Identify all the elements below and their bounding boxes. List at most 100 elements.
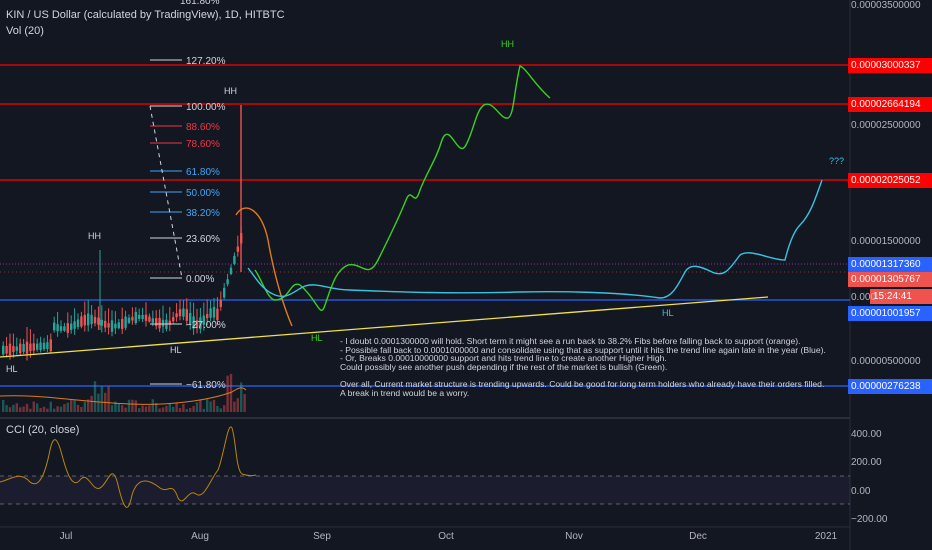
- volume-bar: [131, 399, 134, 412]
- volume-bar: [199, 400, 202, 412]
- candle-body: [12, 346, 15, 353]
- volume-bar: [127, 399, 131, 412]
- fib-label-4: 61.80%: [186, 167, 220, 178]
- candle-body: [172, 317, 175, 322]
- candle-body: [148, 316, 151, 322]
- candle-body: [189, 313, 192, 325]
- cci-tick-0: 400.00: [851, 429, 882, 440]
- analysis-note: - I doubt 0.0001300000 will hold. Short …: [340, 336, 826, 398]
- volume-bar: [63, 404, 66, 412]
- fib-label-1: 100.00%: [186, 102, 226, 113]
- volume-bar: [229, 373, 233, 412]
- time-tick-2: Sep: [313, 531, 331, 542]
- path-orange: [235, 207, 293, 327]
- volume-bar: [12, 404, 15, 412]
- candle-body: [97, 317, 100, 325]
- time-tick-4: Nov: [565, 531, 583, 542]
- candle-body: [192, 316, 195, 329]
- candle-body: [236, 246, 239, 252]
- annotation-question: ???: [829, 156, 844, 166]
- volume-bar: [2, 399, 5, 412]
- price-label-4: 0.00001305767: [848, 272, 932, 287]
- volume-bar: [25, 403, 29, 412]
- candle-body: [2, 345, 5, 355]
- candle-body: [134, 311, 137, 323]
- price-label-3: 0.00001317360: [848, 257, 932, 272]
- annotation-hl-4: HL: [662, 308, 674, 318]
- volume-bar: [121, 405, 124, 412]
- volume-bar: [165, 405, 168, 412]
- annotation-hl-1: HL: [6, 364, 18, 374]
- volume-bar: [144, 406, 148, 412]
- volume-bar: [172, 406, 175, 412]
- candle-body: [114, 323, 117, 329]
- candle-body: [15, 346, 18, 351]
- volume-bar: [240, 382, 243, 412]
- candle-body: [87, 313, 90, 326]
- candle-body: [127, 317, 131, 323]
- candle-body: [22, 344, 25, 352]
- annotation-hh-1: HH: [88, 231, 101, 241]
- volume-ma: [0, 387, 247, 405]
- candle-body: [117, 322, 120, 329]
- candle-body: [121, 318, 124, 329]
- volume-bar: [73, 399, 76, 412]
- candle-body: [76, 319, 80, 327]
- volume-bar: [141, 405, 144, 412]
- price-label-1: 0.00002664194: [848, 97, 932, 112]
- annotation-hl-3: HL: [311, 333, 323, 343]
- candle-body: [83, 314, 86, 326]
- candle-body: [161, 319, 165, 327]
- volume-bar: [19, 407, 22, 412]
- volume-bar: [56, 406, 59, 412]
- volume-bar: [15, 403, 18, 412]
- candle-body: [151, 318, 154, 323]
- volume-bar: [195, 402, 199, 412]
- candle-body: [53, 322, 56, 331]
- candle-body: [36, 343, 39, 350]
- candle-body: [158, 317, 161, 329]
- trend-line: [0, 296, 769, 358]
- candle-body: [19, 343, 22, 354]
- candle-body: [195, 320, 199, 329]
- volume-bar: [97, 393, 100, 412]
- volume-bar: [134, 400, 137, 412]
- candle-body: [73, 321, 76, 329]
- volume-bar: [151, 399, 154, 412]
- volume-bar: [158, 408, 161, 412]
- volume-bar: [216, 405, 219, 412]
- candle-body: [32, 343, 35, 351]
- fib-label-top: 161.80%: [180, 0, 220, 7]
- fib-label-5: 50.00%: [186, 188, 220, 199]
- candle-body: [100, 319, 103, 326]
- path-green: [254, 65, 551, 312]
- fib-label-8: 0.00%: [186, 274, 214, 285]
- candle-body: [202, 315, 205, 325]
- price-tick-current: 0.000: [851, 292, 877, 303]
- volume-bar: [29, 408, 32, 412]
- fib-label-9: −27.00%: [186, 320, 226, 331]
- volume-bar: [46, 408, 49, 412]
- volume-bar: [76, 404, 80, 412]
- candle-body: [219, 300, 222, 307]
- volume-bar: [39, 407, 42, 412]
- volume-bar: [80, 406, 83, 412]
- candle-body: [59, 326, 63, 331]
- candle-body: [168, 320, 171, 325]
- candle-body: [49, 339, 52, 352]
- cci-label: CCI (20, close): [6, 424, 80, 436]
- volume-bar: [219, 408, 222, 412]
- candle-body: [42, 342, 46, 350]
- volume-bar: [161, 407, 165, 412]
- fib-label-10: −61.80%: [186, 380, 226, 391]
- candle-body: [131, 316, 134, 321]
- annotation-hh-2: HH: [224, 86, 237, 96]
- volume-bar: [189, 408, 192, 412]
- price-label-5: 15:24:41: [870, 289, 932, 304]
- volume-bar: [87, 399, 90, 412]
- candle-body: [185, 309, 188, 321]
- time-tick-1: Aug: [191, 531, 209, 542]
- volume-bar: [90, 395, 93, 412]
- candle-body: [175, 313, 178, 318]
